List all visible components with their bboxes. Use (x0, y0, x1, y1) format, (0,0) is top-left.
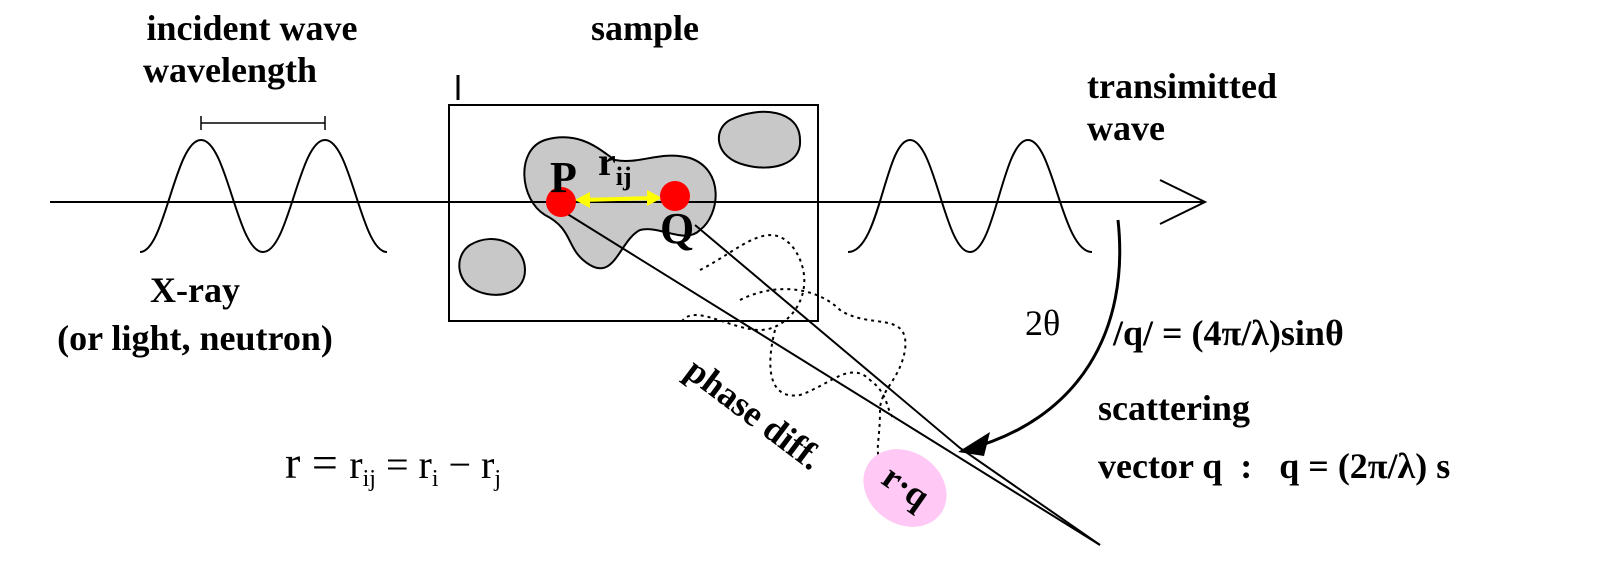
label: = r (376, 442, 432, 487)
label: j (493, 466, 501, 492)
angle-arrow-head (958, 432, 990, 456)
label: (or light, neutron) (57, 318, 333, 358)
arrow-head (1159, 179, 1208, 225)
phase-term-bg (863, 449, 947, 527)
label: − r (439, 442, 495, 487)
sample-box (448, 104, 819, 322)
label: i (432, 466, 439, 492)
point-q (660, 181, 690, 211)
scattered-wave (679, 234, 806, 332)
rij-arrow (581, 196, 656, 202)
label: vector q : q = (2π/λ) s (1098, 446, 1450, 486)
label: sample (591, 8, 699, 48)
label: r (349, 442, 362, 487)
label: incident wave (147, 8, 358, 48)
label: wave (1087, 108, 1165, 148)
label: scattering (1098, 388, 1250, 428)
angle-arc (964, 219, 1122, 452)
wavelength-bracket (200, 116, 326, 130)
label: /q/ = (4π/λ)sinθ (1112, 313, 1344, 353)
scattered-ray (560, 209, 1101, 546)
label: Q (660, 204, 694, 253)
label: phase diff. (678, 349, 830, 477)
formula: r = rij = ri − rj (285, 437, 501, 492)
label: rij (598, 139, 632, 191)
scattered-wave (739, 288, 907, 461)
blob (717, 110, 802, 169)
point-p (546, 187, 576, 217)
label: r (598, 139, 616, 184)
transmitted-wave (847, 138, 1093, 254)
rij-arrow-head (647, 190, 662, 206)
scattered-wave (769, 329, 896, 421)
label: ij (616, 162, 632, 191)
label: wavelength (143, 50, 317, 90)
incident-wave (139, 138, 388, 254)
label: r = (285, 437, 349, 488)
label: ij (363, 466, 376, 492)
label: X-ray (150, 270, 240, 310)
rij-arrow-head (575, 192, 590, 208)
blob (458, 238, 527, 296)
label: 2θ (1025, 303, 1060, 343)
label: P (550, 153, 577, 202)
label: transimitted (1087, 66, 1277, 106)
scattered-ray (694, 224, 1101, 546)
